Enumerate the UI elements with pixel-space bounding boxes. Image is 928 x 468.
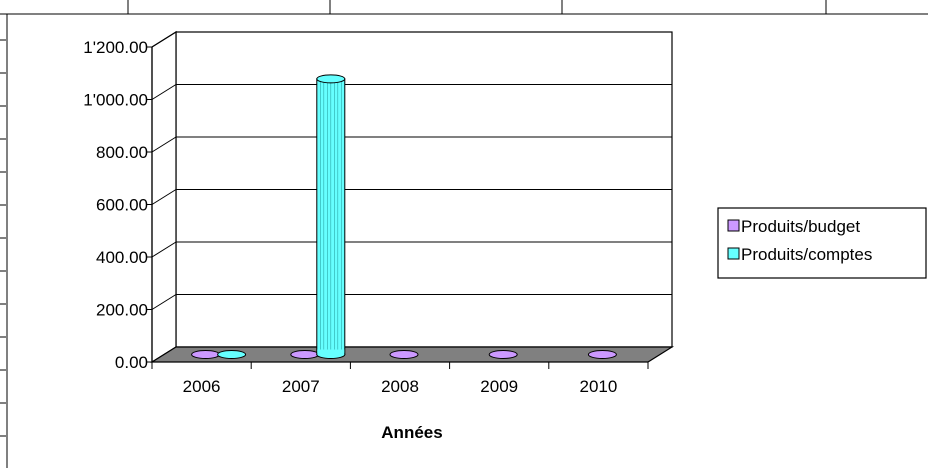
y-tick-label: 800.00	[96, 143, 148, 162]
bars	[191, 74, 617, 359]
gridline-side	[151, 294, 177, 310]
bar-produits-budget-2009	[488, 350, 518, 359]
x-tick-label: 2008	[381, 377, 419, 396]
y-gridlines	[151, 31, 672, 310]
bar-produits-budget-2010	[587, 350, 617, 359]
bar-produits-comptes-2007	[316, 74, 346, 359]
bar-top	[587, 350, 617, 359]
x-tick-label: 2009	[480, 377, 518, 396]
y-axis: 0.00 200.00 400.00 600.00 800.00 1'000.00 1'20…	[83, 38, 153, 372]
bar-top	[316, 74, 346, 84]
legend-box	[717, 207, 927, 279]
bar-produits-comptes-2006	[217, 350, 247, 359]
bar-top	[488, 350, 518, 359]
legend-swatch	[727, 247, 740, 260]
x-tick-label: 2006	[183, 377, 221, 396]
y-tick-label: 400.00	[96, 248, 148, 267]
gridline-side	[151, 31, 177, 48]
legend: Produits/budget Produits/comptes	[717, 207, 927, 279]
y-tick-label: 200.00	[96, 301, 148, 320]
gridline-side	[151, 136, 177, 153]
gridline-side	[151, 241, 177, 258]
legend-label: Produits/budget	[741, 217, 860, 236]
legend-label: Produits/comptes	[741, 245, 872, 264]
bar-produits-budget-2007	[290, 350, 320, 359]
bar-base-mask	[317, 349, 345, 355]
gridline-side	[151, 189, 177, 205]
bar-top	[389, 350, 419, 359]
legend-swatch	[727, 219, 740, 232]
y-tick-label: 1'000.00	[83, 91, 148, 110]
y-tick-label: 1'200.00	[83, 38, 148, 57]
x-axis-title: Années	[381, 423, 442, 442]
bar-top	[217, 350, 247, 359]
y-tick-label: 600.00	[96, 196, 148, 215]
x-axis: 2006 2007 2008 2009 2010	[151, 362, 649, 396]
chart-walls	[151, 30, 673, 364]
gridline-side	[151, 84, 177, 100]
y-tick-label: 0.00	[115, 353, 148, 372]
bar-produits-budget-2008	[389, 350, 419, 359]
x-tick-label: 2007	[282, 377, 320, 396]
bar-produits-budget-2006	[191, 350, 221, 359]
x-tick-label: 2010	[579, 377, 617, 396]
bar-top	[191, 350, 221, 359]
bar-top	[290, 350, 320, 359]
